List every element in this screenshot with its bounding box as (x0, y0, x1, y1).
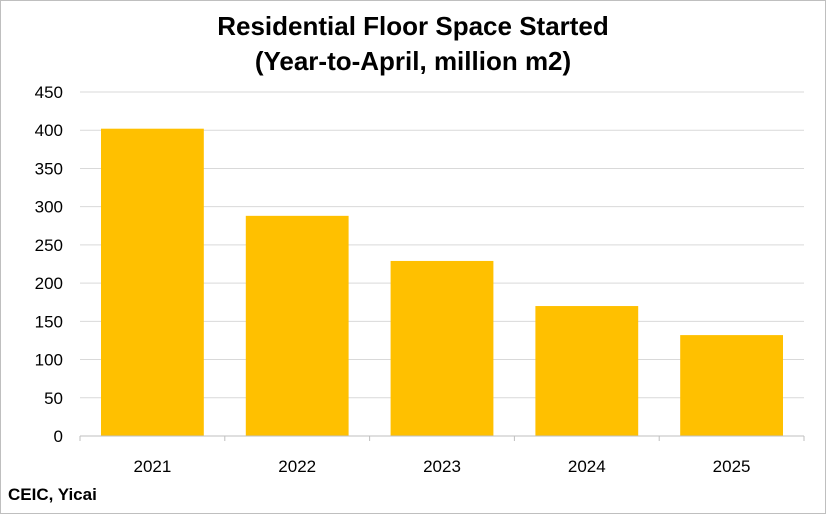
y-tick-label: 100 (35, 351, 63, 370)
y-tick-label: 350 (35, 159, 63, 178)
chart-title: Residential Floor Space Started (Year-to… (1, 9, 825, 79)
chart-title-line-1: Residential Floor Space Started (217, 11, 609, 41)
y-tick-label: 50 (44, 389, 63, 408)
x-tick-label: 2023 (423, 457, 461, 476)
y-tick-label: 150 (35, 312, 63, 331)
bar-2022 (245, 215, 349, 436)
y-tick-label: 300 (35, 198, 63, 217)
x-tick-label: 2021 (133, 457, 171, 476)
x-tick-label: 2025 (713, 457, 751, 476)
bar-2023 (390, 260, 494, 436)
source-note: CEIC, Yicai (8, 485, 97, 504)
y-tick-label: 400 (35, 121, 63, 140)
chart-title-line-2: (Year-to-April, million m2) (254, 46, 572, 76)
x-tick-label: 2022 (278, 457, 316, 476)
x-tick-label: 2024 (568, 457, 606, 476)
y-tick-label: 0 (54, 427, 63, 446)
bar-2021 (100, 128, 204, 436)
bar-2024 (535, 306, 639, 436)
y-tick-label: 450 (35, 83, 63, 102)
y-tick-label: 250 (35, 236, 63, 255)
bar-2025 (680, 335, 784, 436)
y-tick-label: 200 (35, 274, 63, 293)
